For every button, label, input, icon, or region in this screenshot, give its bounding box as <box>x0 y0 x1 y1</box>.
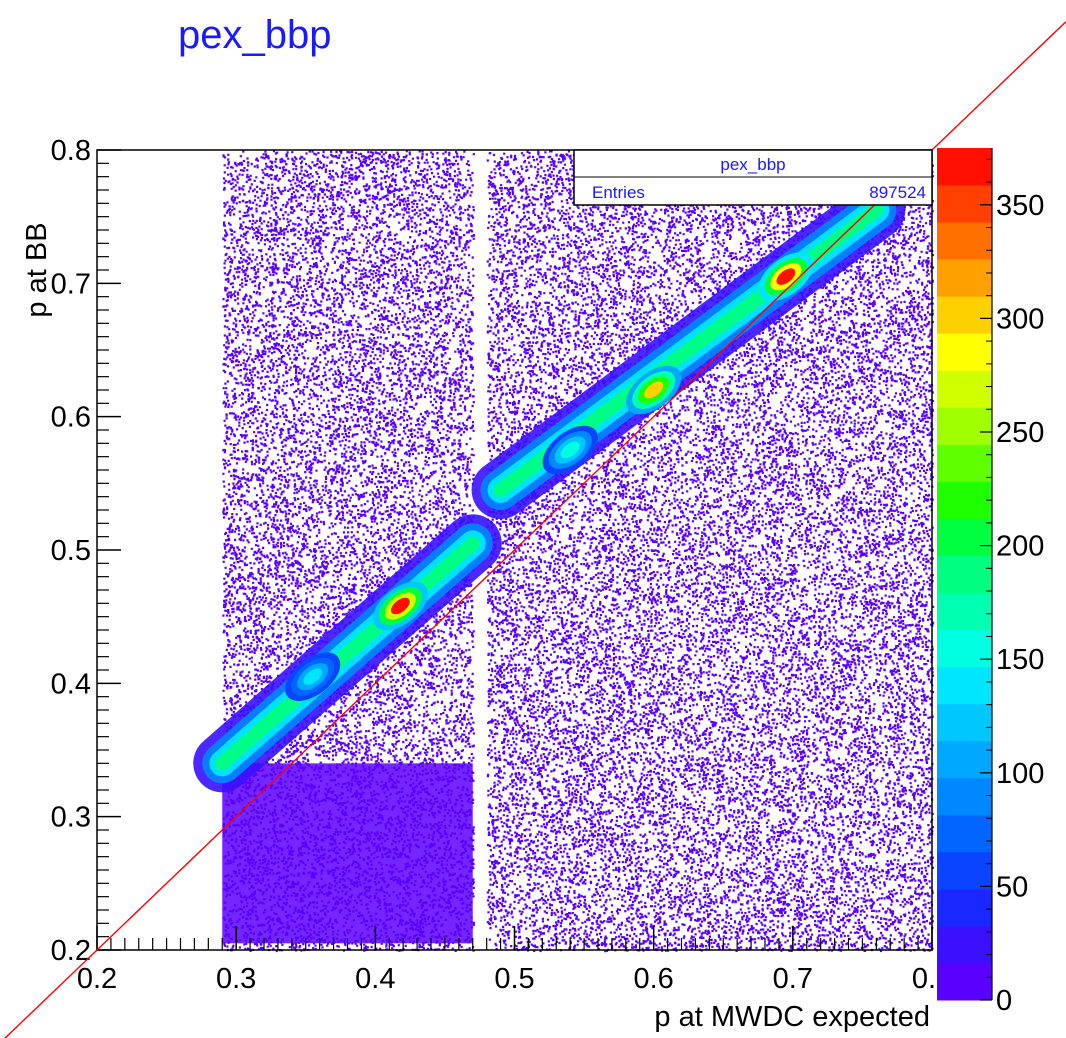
palette-bin <box>937 962 992 1001</box>
palette-bin <box>937 148 992 186</box>
x-tick-label: 0.5 <box>494 963 534 995</box>
y-axis-title: p at BB <box>21 222 53 317</box>
palette-bin <box>937 222 992 260</box>
y-tick-label: 0.4 <box>51 668 91 700</box>
heatmap-hotspot-3 <box>644 381 664 399</box>
palette-tick-label: 250 <box>996 417 1044 449</box>
x-tick-label: 0.2 <box>77 963 117 995</box>
palette-bin <box>937 851 992 890</box>
axis-ticks: 0.2 0.3 0.4 0.5 0.6 0.7 0.80.20.30.40.50.60.70… <box>51 135 952 995</box>
palette-bin <box>937 666 992 705</box>
color-palette: 0 50 100 150 200 250 300 350 <box>937 148 1044 1017</box>
heatmap-hotspot-0 <box>303 668 323 685</box>
palette-tick-label: 350 <box>996 190 1044 222</box>
palette-bin <box>937 370 992 408</box>
palette-bin <box>937 629 992 668</box>
palette-tick-label: 150 <box>996 644 1044 676</box>
palette-bin <box>937 814 992 853</box>
palette-tick-label: 100 <box>996 758 1044 790</box>
palette-tick-label: 300 <box>996 303 1044 335</box>
heatmap-ridge-0 <box>193 514 502 793</box>
x-tick-label: 0.6 <box>634 963 674 995</box>
palette-bin <box>937 592 992 631</box>
heatmap-ridge-band <box>215 536 480 771</box>
heatmap-speckle <box>222 150 935 953</box>
palette-bin <box>937 740 992 779</box>
palette-bin <box>937 888 992 927</box>
heatmap-dense-block <box>222 763 473 944</box>
palette-tick-label: 50 <box>996 871 1028 903</box>
y-tick-label: 0.6 <box>51 402 91 434</box>
palette-bin <box>937 925 992 964</box>
stats-box-entries-label: Entries <box>592 183 645 202</box>
palette-bin <box>937 777 992 816</box>
palette-bin <box>937 185 992 223</box>
heatmap-hotspot-2 <box>560 441 580 459</box>
palette-tick-label: 0 <box>996 985 1012 1017</box>
heatmap-bins-region <box>486 150 935 953</box>
x-axis-title: p at MWDC expected <box>654 1001 930 1033</box>
y-tick-label: 0.3 <box>51 802 91 834</box>
palette-tick-label: 200 <box>996 531 1044 563</box>
stats-box: pex_bbp Entries 897524 <box>573 149 933 206</box>
heatmap-bins-region <box>222 150 475 953</box>
palette-bin <box>937 296 992 334</box>
x-tick-label: 0.7 <box>773 963 813 995</box>
palette-bin <box>937 407 992 445</box>
stats-box-entries-value: 897524 <box>869 183 926 202</box>
heatmap-hotspot-4 <box>776 268 796 285</box>
x-tick-label: 0.4 <box>355 963 395 995</box>
chart-title: pex_bbp <box>178 13 331 57</box>
palette-bin <box>937 333 992 371</box>
palette-bin <box>937 481 992 519</box>
stats-box-name: pex_bbp <box>720 155 785 174</box>
palette-bin <box>937 444 992 482</box>
palette-bin <box>937 555 992 594</box>
palette-bin <box>937 518 992 556</box>
y-tick-label: 0.5 <box>51 535 91 567</box>
palette-bin <box>937 703 992 742</box>
palette-bin <box>937 259 992 297</box>
y-tick-label: 0.8 <box>51 135 91 167</box>
x-tick-label: 0.3 <box>216 963 256 995</box>
plot-content <box>193 150 935 953</box>
y-tick-label: 0.7 <box>51 268 91 300</box>
heatmap-hotspot-1 <box>390 597 410 615</box>
